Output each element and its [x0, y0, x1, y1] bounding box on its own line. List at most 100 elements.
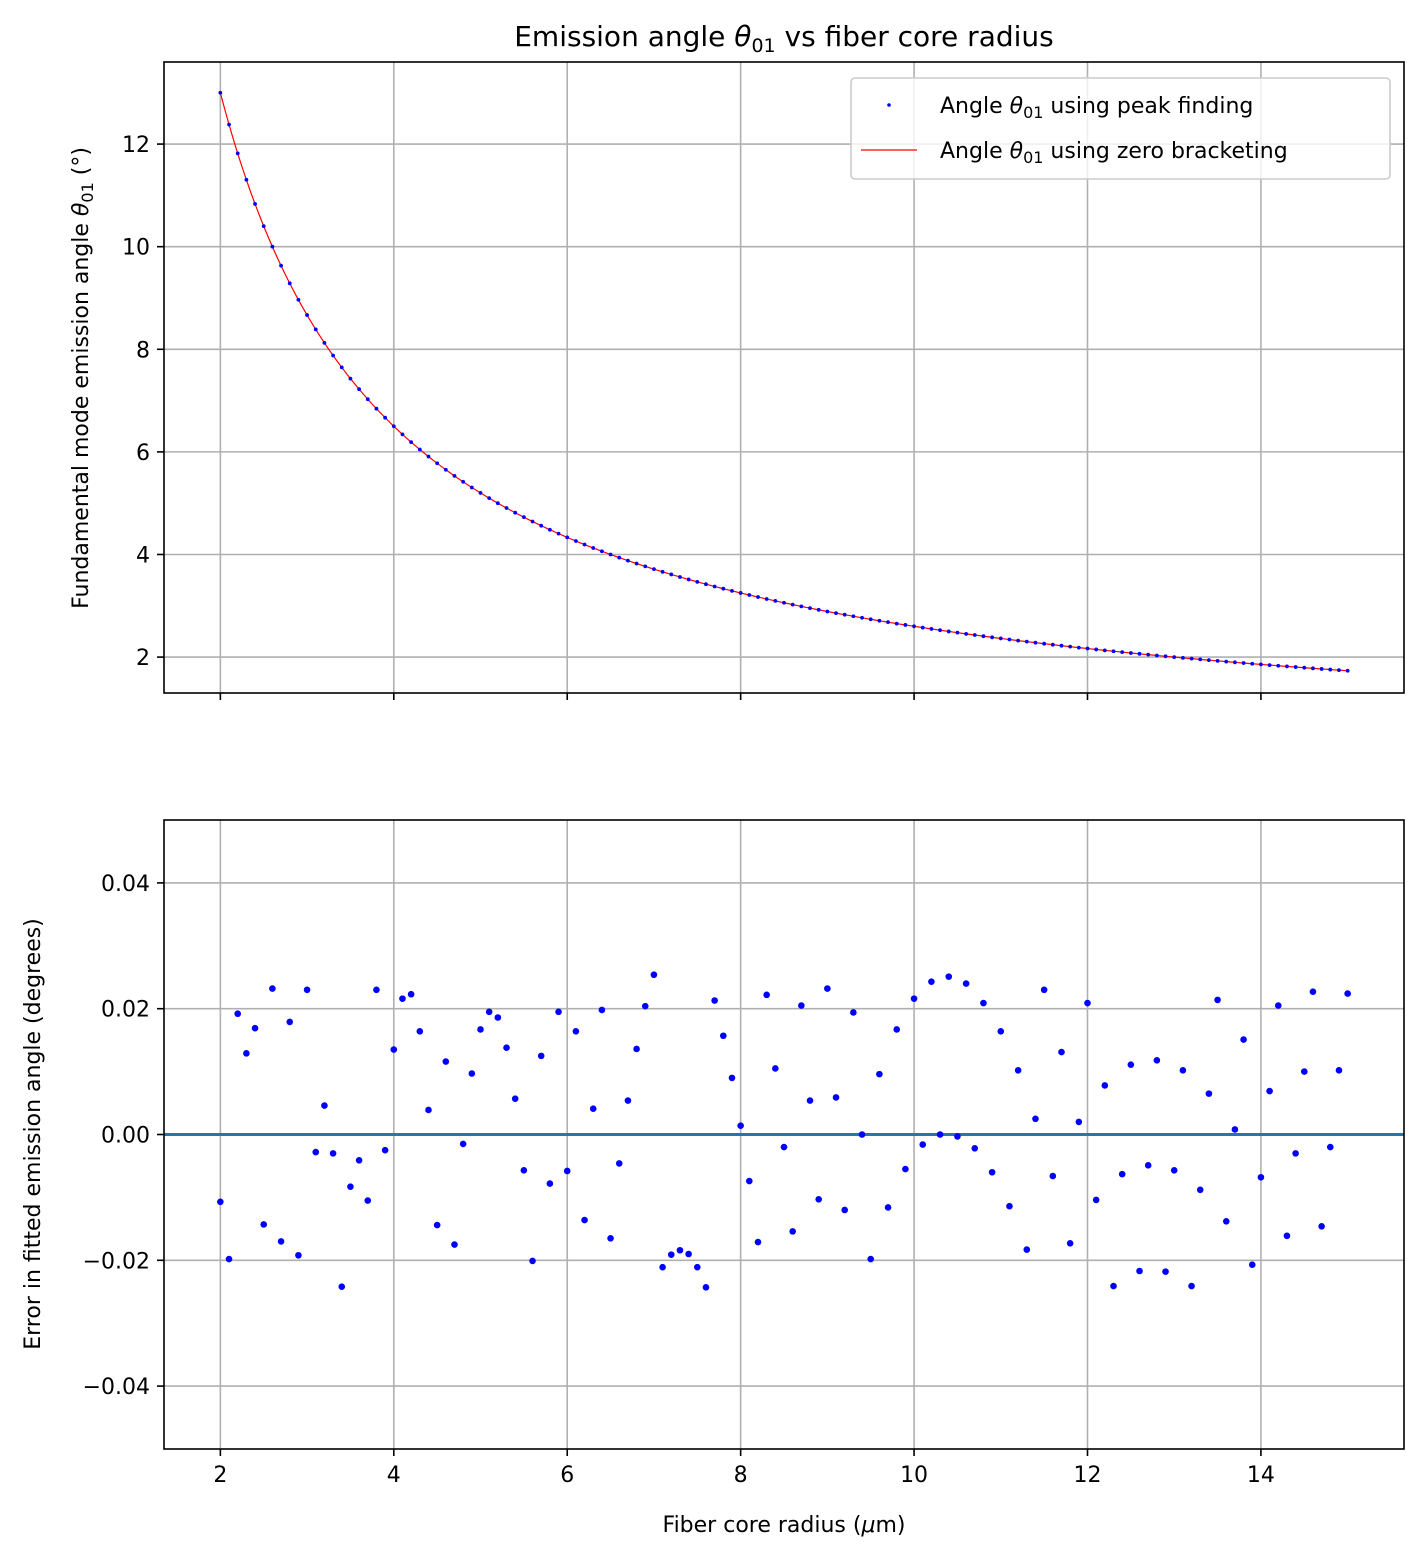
point-peak-finding: [1285, 664, 1289, 669]
point-peak-finding: [972, 633, 977, 637]
error-point: [720, 1032, 727, 1040]
error-point: [589, 1105, 597, 1113]
point-peak-finding: [1128, 651, 1133, 655]
top-ticks: 2 4 6 8 10 12: [122, 133, 1262, 700]
point-peak-finding: [1250, 661, 1255, 666]
error-point: [1075, 1118, 1083, 1126]
error-point: [329, 1150, 337, 1157]
point-peak-finding: [1233, 660, 1237, 665]
error-point: [1014, 1067, 1022, 1074]
bottom-x-tick-label: 8: [734, 1463, 748, 1488]
error-point: [841, 1206, 848, 1214]
error-point: [945, 973, 953, 980]
error-point: [988, 1168, 996, 1176]
error-point: [746, 1177, 753, 1185]
point-peak-finding: [1068, 644, 1073, 649]
point-peak-finding: [686, 577, 691, 582]
error-point: [303, 986, 311, 994]
point-peak-finding: [860, 615, 864, 620]
error-point: [1300, 1068, 1308, 1075]
error-point: [338, 1283, 346, 1291]
point-peak-finding: [1007, 637, 1012, 642]
point-peak-finding: [678, 575, 682, 579]
angle-panel: 2 4 6 8 10 12 Fundamental mode emission angle…: [69, 61, 1405, 700]
point-peak-finding: [591, 546, 596, 550]
error-point: [693, 1263, 701, 1271]
error-point: [399, 995, 406, 1002]
error-point: [1170, 1167, 1178, 1174]
point-peak-finding: [1146, 652, 1151, 657]
point-peak-finding: [955, 630, 960, 635]
point-peak-finding: [1207, 658, 1211, 663]
point-peak-finding: [313, 327, 318, 332]
error-point: [980, 999, 987, 1007]
error-point: [702, 1284, 710, 1291]
point-peak-finding: [365, 397, 370, 402]
error-point: [1023, 1246, 1031, 1253]
point-peak-finding: [1302, 665, 1307, 670]
point-peak-finding: [626, 558, 630, 563]
point-peak-finding: [721, 586, 726, 591]
point-peak-finding: [1094, 647, 1099, 652]
point-peak-finding: [808, 606, 812, 611]
point-peak-finding: [981, 634, 986, 639]
error-point: [1326, 1143, 1334, 1151]
point-peak-finding: [747, 593, 752, 597]
error-point: [1283, 1232, 1291, 1240]
error-point: [416, 1028, 424, 1035]
point-peak-finding: [478, 491, 483, 495]
bottom-y-tick-label: 0.04: [101, 872, 150, 897]
error-point: [503, 1044, 510, 1051]
error-point: [997, 1028, 1005, 1035]
error-point: [1257, 1173, 1265, 1181]
error-point: [555, 1008, 562, 1016]
point-peak-finding: [582, 542, 587, 547]
point-peak-finding: [756, 595, 760, 599]
error-point: [442, 1058, 450, 1065]
point-peak-finding: [573, 539, 578, 543]
point-peak-finding: [374, 406, 379, 411]
point-peak-finding: [868, 617, 873, 622]
point-peak-finding: [730, 588, 734, 593]
top-marks: [218, 90, 1350, 673]
point-peak-finding: [305, 313, 309, 317]
point-peak-finding: [1224, 659, 1229, 664]
error-point: [477, 1026, 484, 1033]
point-peak-finding: [886, 620, 890, 625]
point-peak-finding: [1085, 646, 1090, 651]
error-point: [1136, 1267, 1143, 1275]
point-peak-finding: [643, 564, 648, 569]
legend-marker-peak: [887, 103, 891, 107]
point-peak-finding: [443, 467, 448, 472]
error-point: [789, 1228, 796, 1235]
point-peak-finding: [244, 177, 249, 182]
point-peak-finding: [383, 415, 388, 420]
error-point: [1248, 1261, 1256, 1268]
point-peak-finding: [1328, 667, 1333, 672]
point-peak-finding: [417, 447, 422, 452]
bottom-x-tick-label: 2: [213, 1463, 227, 1488]
point-peak-finding: [530, 519, 535, 524]
bottom-x-tick-label: 10: [900, 1463, 928, 1488]
error-point: [277, 1238, 285, 1245]
error-point: [1006, 1202, 1013, 1210]
error-point: [607, 1234, 614, 1242]
point-peak-finding: [1033, 640, 1038, 645]
error-point: [1335, 1067, 1343, 1074]
error-point: [1292, 1150, 1299, 1157]
error-point: [1144, 1162, 1152, 1169]
top-y-axis-label: Fundamental mode emission angle θ01 (°): [69, 147, 97, 609]
legend: Angle θ01 using peak finding Angle θ01 u…: [850, 77, 1391, 180]
error-point: [433, 1221, 441, 1229]
point-peak-finding: [912, 624, 916, 629]
point-peak-finding: [1050, 642, 1055, 647]
error-point: [641, 1002, 649, 1010]
point-peak-finding: [1345, 668, 1350, 673]
error-point: [234, 1010, 242, 1018]
error-point: [381, 1146, 389, 1154]
point-peak-finding: [1337, 668, 1341, 673]
point-peak-finding: [1276, 663, 1281, 668]
error-point: [1179, 1067, 1187, 1074]
point-peak-finding: [357, 387, 361, 392]
error-point: [1196, 1186, 1204, 1194]
